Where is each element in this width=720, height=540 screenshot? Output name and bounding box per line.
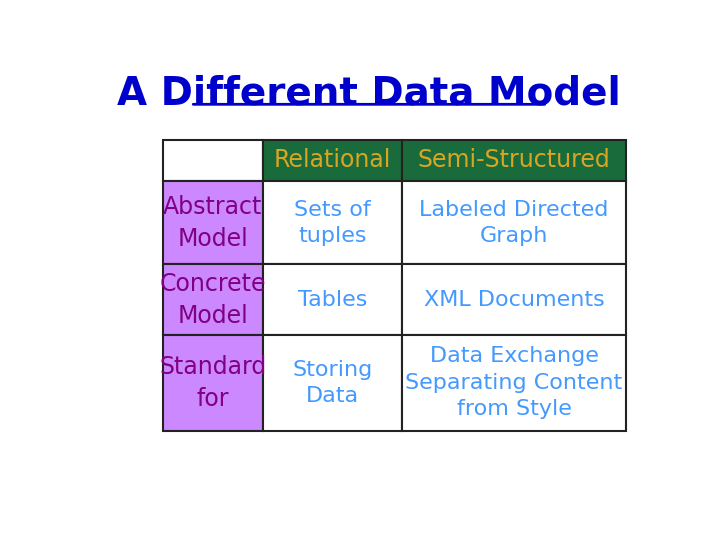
Text: Standard
for: Standard for [159,355,266,411]
FancyBboxPatch shape [263,335,402,431]
Text: Relational: Relational [274,148,392,172]
FancyBboxPatch shape [263,181,402,265]
FancyBboxPatch shape [402,335,626,431]
FancyBboxPatch shape [163,140,263,181]
FancyBboxPatch shape [402,265,626,335]
Text: Labeled Directed
Graph: Labeled Directed Graph [419,200,609,246]
Text: Concrete
Model: Concrete Model [160,272,266,328]
Text: Semi-Structured: Semi-Structured [418,148,611,172]
FancyBboxPatch shape [263,140,402,181]
FancyBboxPatch shape [163,181,263,265]
Text: Storing
Data: Storing Data [292,360,373,406]
Text: Abstract
Model: Abstract Model [163,195,263,251]
Text: Sets of
tuples: Sets of tuples [294,200,371,246]
FancyBboxPatch shape [402,140,626,181]
Text: Data Exchange
Separating Content
from Style: Data Exchange Separating Content from St… [405,347,623,419]
FancyBboxPatch shape [402,181,626,265]
Text: A Different Data Model: A Different Data Model [117,75,621,113]
FancyBboxPatch shape [163,335,263,431]
Text: Tables: Tables [298,290,367,310]
Text: XML Documents: XML Documents [423,290,605,310]
FancyBboxPatch shape [263,265,402,335]
FancyBboxPatch shape [163,265,263,335]
